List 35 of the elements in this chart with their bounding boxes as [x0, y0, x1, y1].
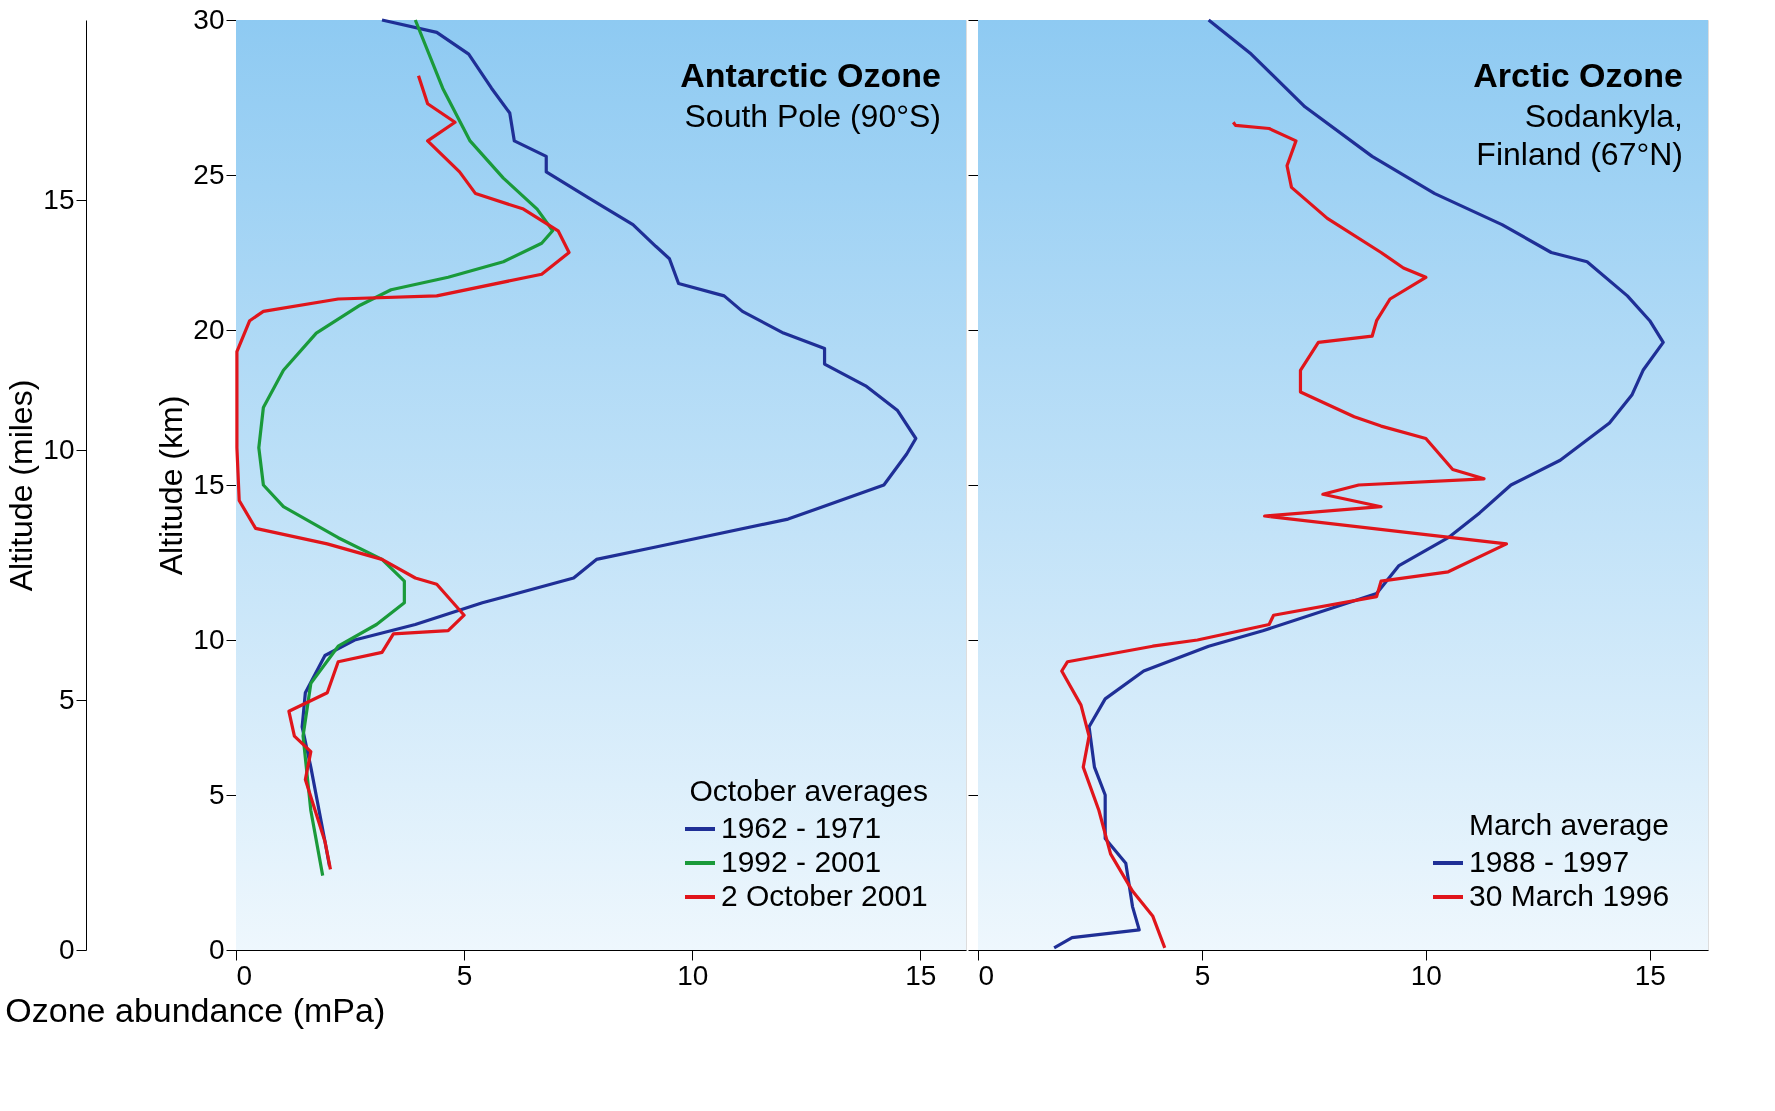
y2-tick-label: 10 [43, 433, 75, 465]
text: South Pole (90°S) [684, 98, 941, 134]
y-tick-label: 0 [208, 933, 225, 965]
text: Arctic Ozone [1473, 56, 1683, 94]
y2-tick-label: 5 [58, 683, 75, 715]
y2-tick-label: 15 [43, 183, 75, 215]
x-tick-label: 0 [978, 959, 995, 991]
text: Antarctic Ozone [680, 56, 941, 94]
x-tick-label: 5 [456, 959, 473, 991]
legend-title: October averages [689, 774, 928, 807]
y-tick-label: 15 [193, 468, 225, 500]
y-tick-label: 20 [193, 313, 225, 345]
legend-label: 1992 - 2001 [721, 845, 882, 878]
x-tick-label: 0 [236, 959, 253, 991]
x-tick-label: 15 [1634, 959, 1666, 991]
text: Sodankyla, Finland (67°N) [1476, 98, 1683, 172]
x-tick-label: 5 [1194, 959, 1211, 991]
y2-axis-title: Altitude (miles) [3, 379, 40, 592]
x-tick-label: 15 [905, 959, 937, 991]
legend-label: 1962 - 1971 [721, 811, 882, 844]
y-tick-label: 30 [193, 3, 225, 35]
y-tick-label: 5 [208, 778, 225, 810]
line-series [235, 74, 571, 871]
legend-label: 30 March 1996 [1469, 879, 1670, 912]
x-axis-title: Ozone abundance (mPa) [5, 990, 386, 1029]
legend-label: 1988 - 1997 [1469, 845, 1630, 878]
x-tick-label: 10 [677, 959, 709, 991]
y-tick-label: 10 [193, 623, 225, 655]
y-axis-title: Altitude (km) [153, 395, 190, 576]
x-tick-label: 10 [1410, 959, 1442, 991]
y-tick-label: 25 [193, 158, 225, 190]
legend-label: 2 October 2001 [721, 879, 928, 912]
line-series [257, 18, 555, 878]
y2-tick-label: 0 [58, 933, 75, 965]
legend-title: March average [1468, 808, 1669, 841]
